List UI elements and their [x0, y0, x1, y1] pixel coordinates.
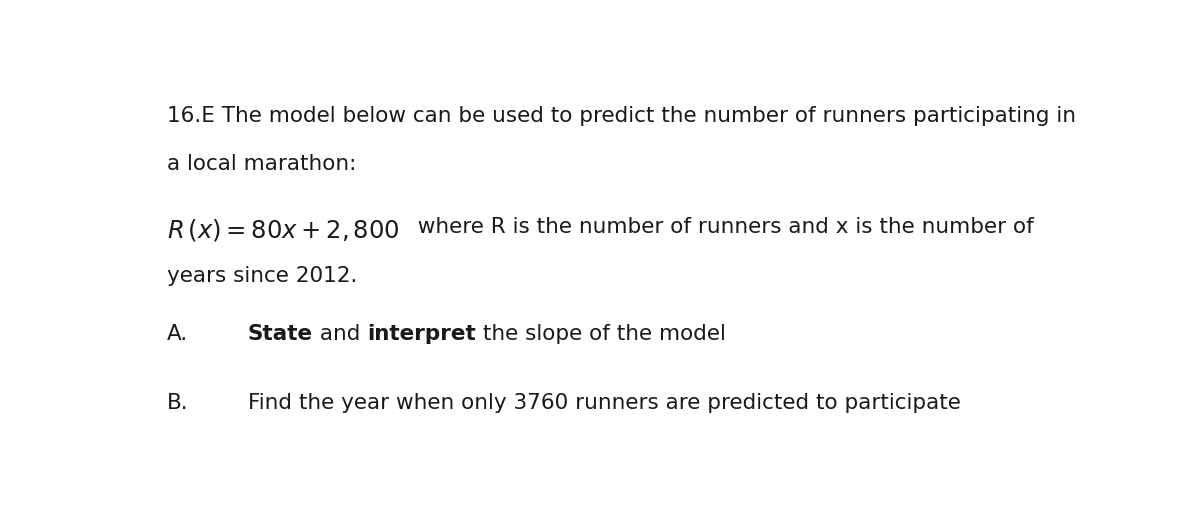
Text: and: and: [313, 325, 367, 345]
Text: years since 2012.: years since 2012.: [167, 266, 358, 286]
Text: where R is the number of runners and x is the number of: where R is the number of runners and x i…: [404, 217, 1033, 237]
Text: A.: A.: [167, 325, 188, 345]
Text: Find the year when only 3760 runners are predicted to participate: Find the year when only 3760 runners are…: [247, 393, 960, 413]
Text: a local marathon:: a local marathon:: [167, 154, 356, 174]
Text: B.: B.: [167, 393, 188, 413]
Text: interpret: interpret: [367, 325, 475, 345]
Text: $R\,(x) = 80x + 2{,}\,800$: $R\,(x) = 80x + 2{,}\,800$: [167, 217, 400, 243]
Text: 16.E The model below can be used to predict the number of runners participating : 16.E The model below can be used to pred…: [167, 106, 1075, 126]
Text: the slope of the model: the slope of the model: [475, 325, 726, 345]
Text: State: State: [247, 325, 313, 345]
